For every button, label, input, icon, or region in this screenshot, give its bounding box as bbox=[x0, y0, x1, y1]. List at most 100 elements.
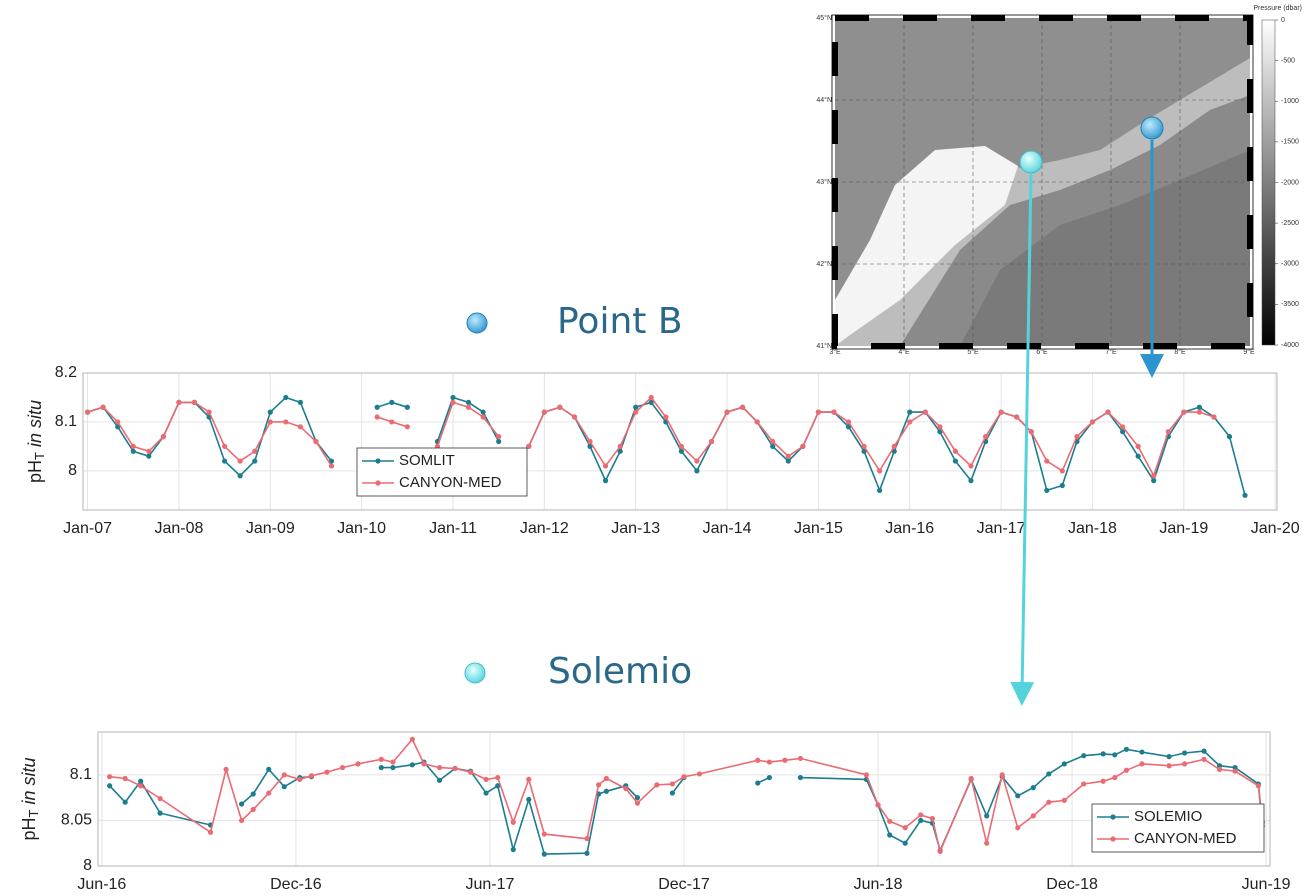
x-tick-label: Jan-13 bbox=[611, 520, 660, 537]
data-point bbox=[437, 765, 442, 770]
data-point bbox=[1044, 458, 1049, 463]
y-tick-label: 8.2 bbox=[55, 364, 77, 381]
x-tick-label: Jun-17 bbox=[465, 876, 514, 893]
data-point bbox=[724, 410, 729, 415]
data-point bbox=[1232, 769, 1237, 774]
data-point bbox=[282, 784, 287, 789]
data-point bbox=[1166, 754, 1171, 759]
data-point bbox=[697, 771, 702, 776]
data-point bbox=[999, 410, 1004, 415]
data-point bbox=[798, 775, 803, 780]
title-bullet bbox=[467, 313, 487, 333]
data-point bbox=[511, 820, 516, 825]
data-point bbox=[1211, 414, 1216, 419]
legend-marker bbox=[375, 480, 380, 485]
data-point bbox=[937, 424, 942, 429]
data-point bbox=[1101, 751, 1106, 756]
data-point bbox=[907, 419, 912, 424]
data-point bbox=[984, 841, 989, 846]
data-point bbox=[1182, 750, 1187, 755]
data-point bbox=[1136, 454, 1141, 459]
x-tick-label: Dec-17 bbox=[658, 876, 710, 893]
x-tick-label: Jan-19 bbox=[1159, 520, 1208, 537]
data-point bbox=[679, 449, 684, 454]
title-bullet bbox=[465, 663, 485, 683]
y-axis-label: pHTin situ bbox=[19, 758, 42, 841]
lat-label: 42°N bbox=[816, 260, 832, 268]
data-point bbox=[107, 783, 112, 788]
figure: Pressure (dbar) 45°N44°N43°N42°N41°N3°E4… bbox=[0, 0, 1308, 896]
data-point bbox=[903, 841, 908, 846]
data-point bbox=[603, 463, 608, 468]
data-point bbox=[252, 449, 257, 454]
data-point bbox=[953, 458, 958, 463]
data-point bbox=[329, 463, 334, 468]
data-point bbox=[452, 766, 457, 771]
data-point bbox=[405, 424, 410, 429]
data-point bbox=[1060, 468, 1065, 473]
y-tick-label: 8 bbox=[68, 462, 77, 479]
lat-label: 43°N bbox=[816, 178, 832, 186]
data-point bbox=[282, 772, 287, 777]
colorbar-tick-label: -1000 bbox=[1281, 98, 1299, 105]
data-point bbox=[238, 473, 243, 478]
data-point bbox=[146, 449, 151, 454]
data-point bbox=[340, 765, 345, 770]
data-point bbox=[740, 405, 745, 410]
lat-label: 44°N bbox=[816, 96, 832, 104]
data-point bbox=[1181, 410, 1186, 415]
data-point bbox=[770, 439, 775, 444]
x-tick-label: Jan-12 bbox=[520, 520, 569, 537]
data-point bbox=[192, 400, 197, 405]
data-point bbox=[968, 478, 973, 483]
data-point bbox=[283, 419, 288, 424]
data-point bbox=[268, 419, 273, 424]
x-tick-label: Jan-20 bbox=[1251, 520, 1300, 537]
data-point bbox=[864, 772, 869, 777]
legend-label: SOLEMIO bbox=[1134, 808, 1202, 825]
data-point bbox=[930, 816, 935, 821]
data-point bbox=[654, 782, 659, 787]
page: {"chart_data": [ {"type": "line", "title… bbox=[0, 0, 1308, 896]
data-point bbox=[584, 851, 589, 856]
x-tick-label: Jun-16 bbox=[77, 876, 126, 893]
data-point bbox=[496, 439, 501, 444]
data-point bbox=[1182, 761, 1187, 766]
data-point bbox=[437, 778, 442, 783]
chart-title: Point B bbox=[557, 301, 683, 342]
data-point bbox=[390, 765, 395, 770]
data-point bbox=[694, 468, 699, 473]
data-point bbox=[1046, 800, 1051, 805]
data-point bbox=[526, 777, 531, 782]
data-point bbox=[596, 782, 601, 787]
data-point bbox=[466, 400, 471, 405]
x-tick-label: Jan-16 bbox=[885, 520, 934, 537]
data-point bbox=[603, 478, 608, 483]
data-point bbox=[239, 801, 244, 806]
station-solemio bbox=[1020, 151, 1042, 173]
data-point bbox=[1256, 783, 1261, 788]
colorbar bbox=[1262, 20, 1275, 345]
x-tick-label: Jan-15 bbox=[794, 520, 843, 537]
data-point bbox=[1120, 424, 1125, 429]
data-point bbox=[1139, 749, 1144, 754]
data-point bbox=[1044, 488, 1049, 493]
data-point bbox=[903, 825, 908, 830]
data-point bbox=[298, 400, 303, 405]
data-point bbox=[542, 410, 547, 415]
data-point bbox=[1101, 779, 1106, 784]
data-point bbox=[466, 405, 471, 410]
data-point bbox=[618, 444, 623, 449]
x-tick-label: Jan-10 bbox=[337, 520, 386, 537]
y-label-subscript: T bbox=[26, 809, 41, 817]
data-point bbox=[495, 775, 500, 780]
data-point bbox=[542, 831, 547, 836]
data-point bbox=[635, 801, 640, 806]
data-point bbox=[1031, 813, 1036, 818]
data-point bbox=[679, 444, 684, 449]
y-axis-label: pHTin situ bbox=[25, 400, 48, 483]
data-point bbox=[481, 414, 486, 419]
data-point bbox=[251, 807, 256, 812]
data-point bbox=[1062, 761, 1067, 766]
y-label-italic: in situ bbox=[25, 400, 45, 447]
